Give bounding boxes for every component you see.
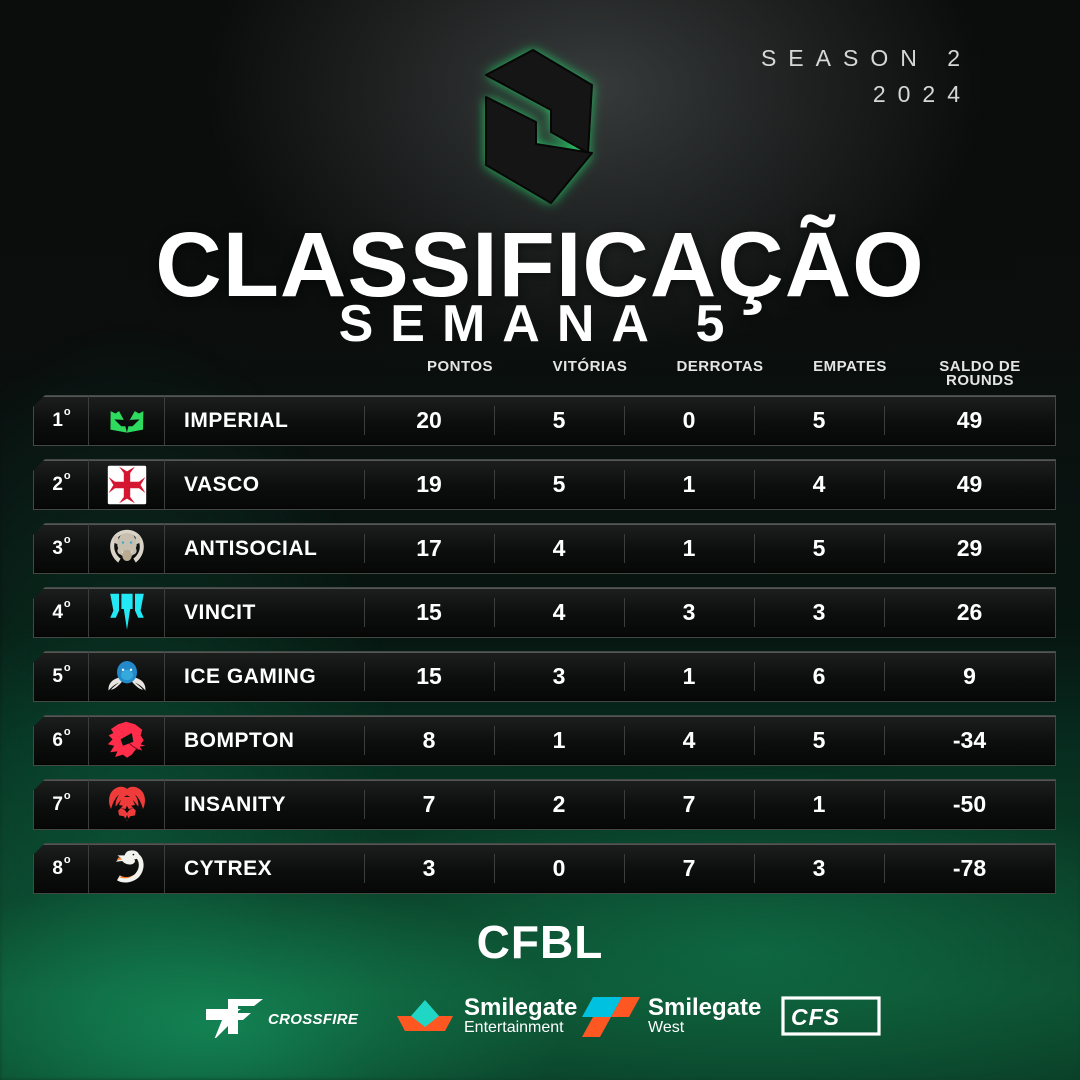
svg-text:CROSSFIRE: CROSSFIRE: [268, 1011, 359, 1028]
svg-text:CFS: CFS: [791, 1004, 840, 1030]
